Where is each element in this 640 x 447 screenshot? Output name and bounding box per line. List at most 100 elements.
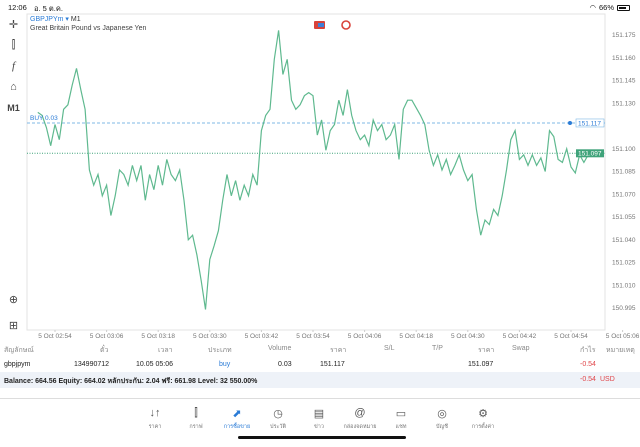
column-header: Swap (512, 345, 530, 352)
currency: USD (600, 376, 615, 383)
column-header: สัญลักษณ์ (4, 347, 34, 354)
y-tick-label: 151.085 (612, 169, 636, 176)
cell-profit: -0.54 (580, 361, 596, 368)
timeframe-button[interactable]: M1 (7, 103, 20, 113)
tab-label: ข่าว (314, 424, 324, 430)
tab-6[interactable]: ▭ แชท (381, 407, 421, 431)
y-tick-label: 151.040 (612, 237, 636, 244)
tab-label: แชท (395, 424, 407, 430)
column-header: ราคา (478, 347, 495, 354)
tab-label: ประวัติ (269, 424, 287, 430)
column-header: S/L (384, 345, 395, 352)
x-tick-label: 5 Oct 03:06 (90, 333, 124, 340)
function-icon[interactable]: f (11, 60, 16, 72)
clock: 12:06 (8, 3, 27, 12)
x-tick-label: 5 Oct 03:18 (141, 333, 175, 340)
x-tick-label: 5 Oct 02:54 (38, 333, 72, 340)
tab-icon: ◷ (273, 408, 283, 420)
tab-label: การซื้อขาย (223, 424, 251, 430)
cell-time: 10.05 05:06 (136, 361, 173, 368)
bottom-tab-bar: ↓↑ ราคา ⫿ กราฟ ⬈ การซื้อขาย ◷ ประวัติ ▤ ข่าว @ กล่อ… (0, 398, 640, 434)
battery-icon (617, 4, 630, 11)
x-tick-label: 5 Oct 05:06 (606, 333, 640, 340)
tab-label: การตั้งค่า (471, 424, 495, 430)
zoom-icon[interactable]: ⊕ (8, 294, 19, 306)
bid-price-tag: 151.097 (578, 151, 602, 158)
x-tick-label: 5 Oct 04:18 (399, 333, 433, 340)
balance-text: Balance: 664.56 Equity: 664.02 หลักประกั… (4, 378, 258, 385)
y-tick-label: 151.130 (612, 100, 636, 107)
tab-icon: ⬈ (232, 408, 242, 420)
battery-percent: 66% (598, 3, 614, 12)
column-header: T/P (432, 345, 443, 352)
x-tick-label: 5 Oct 04:54 (554, 333, 588, 340)
cell-open-price: 151.117 (320, 361, 345, 368)
tab-icon: ◎ (437, 408, 447, 420)
tab-icon: ⫿ (194, 407, 198, 419)
y-tick-label: 151.100 (612, 146, 636, 153)
tab-icon: ▤ (313, 408, 325, 420)
wifi-icon: ◠ (589, 3, 596, 12)
home-indicator (238, 436, 406, 439)
tab-icon: ↓↑ (149, 407, 161, 419)
y-tick-label: 151.070 (612, 191, 636, 198)
chart-header: GBPJPYm ▾ M1 Great Britain Pound vs Japa… (30, 16, 147, 32)
status-bar: 12:06 อ. 5 ต.ค. ◠ 66% (0, 0, 640, 13)
y-tick-label: 151.175 (612, 32, 636, 39)
tab-7[interactable]: ◎ บัญชี (422, 407, 462, 431)
objects-icon[interactable]: ⌂ (10, 81, 17, 93)
x-tick-label: 5 Oct 04:30 (451, 333, 485, 340)
date: อ. 5 ต.ค. (34, 4, 63, 13)
add-icon[interactable]: ⊞ (8, 320, 19, 332)
tab-3[interactable]: ◷ ประวัติ (258, 407, 298, 431)
tab-label: บัญชี (436, 424, 448, 430)
symbol-description: Great Britain Pound vs Japanese Yen (30, 25, 147, 32)
tab-label: ราคา (148, 424, 162, 430)
y-tick-label: 151.160 (612, 55, 636, 62)
y-tick-label: 151.010 (612, 282, 636, 289)
x-tick-label: 5 Oct 03:54 (296, 333, 330, 340)
column-header: เวลา (158, 347, 173, 354)
timeframe-label: M1 (70, 16, 81, 23)
tab-label: กราฟ (189, 424, 203, 430)
depth-icon[interactable] (341, 20, 351, 30)
tab-2[interactable]: ⬈ การซื้อขาย (217, 407, 257, 431)
x-tick-label: 5 Oct 04:06 (348, 333, 382, 340)
crosshair-icon[interactable]: ✛ (8, 19, 19, 31)
price-chart[interactable]: 151.175 151.160 151.145 151.130 151.100 151.0… (0, 13, 640, 340)
tab-icon: @ (354, 407, 366, 419)
tab-label: กล่องจดหมาย (343, 424, 377, 430)
column-header: กำไร (580, 347, 596, 354)
account-summary: Balance: 664.56 Equity: 664.02 หลักประกั… (0, 372, 640, 388)
total-profit: -0.54 (580, 376, 596, 383)
buy-price-tag: 151.117 (578, 120, 601, 127)
symbol-name[interactable]: GBPJPYm (30, 16, 64, 23)
column-header: หมายเหตุ (606, 347, 635, 354)
candlestick-icon[interactable]: ⫿ (11, 39, 16, 51)
tab-icon: ⚙ (478, 408, 488, 420)
tab-8[interactable]: ⚙ การตั้งค่า (463, 407, 503, 431)
x-tick-label: 5 Oct 04:42 (503, 333, 537, 340)
cell-type: buy (219, 361, 231, 368)
column-header: ตั๋ว (100, 347, 109, 354)
tab-4[interactable]: ▤ ข่าว (299, 407, 339, 431)
tab-1[interactable]: ⫿ กราฟ (176, 407, 216, 431)
cell-volume: 0.03 (278, 361, 292, 368)
x-tick-label: 5 Oct 03:42 (245, 333, 279, 340)
cell-current-price: 151.097 (468, 361, 494, 368)
position-marker[interactable] (568, 120, 572, 125)
tab-icon: ▭ (395, 408, 407, 420)
y-tick-label: 151.055 (612, 214, 636, 221)
y-tick-label: 151.025 (612, 260, 636, 267)
cell-symbol[interactable]: gbpjpym (4, 361, 31, 368)
column-header: Volume (268, 345, 292, 352)
plot-frame (26, 13, 606, 331)
tab-5[interactable]: @ กล่องจดหมาย (340, 407, 380, 431)
y-tick-label: 151.145 (612, 78, 636, 85)
column-header: ราคา (330, 347, 347, 354)
price-line (37, 30, 593, 310)
cell-ticket: 134990712 (74, 361, 110, 368)
column-header: ประเภท (208, 347, 232, 354)
tab-0[interactable]: ↓↑ ราคา (135, 407, 175, 431)
y-tick-label: 150.995 (612, 305, 636, 312)
